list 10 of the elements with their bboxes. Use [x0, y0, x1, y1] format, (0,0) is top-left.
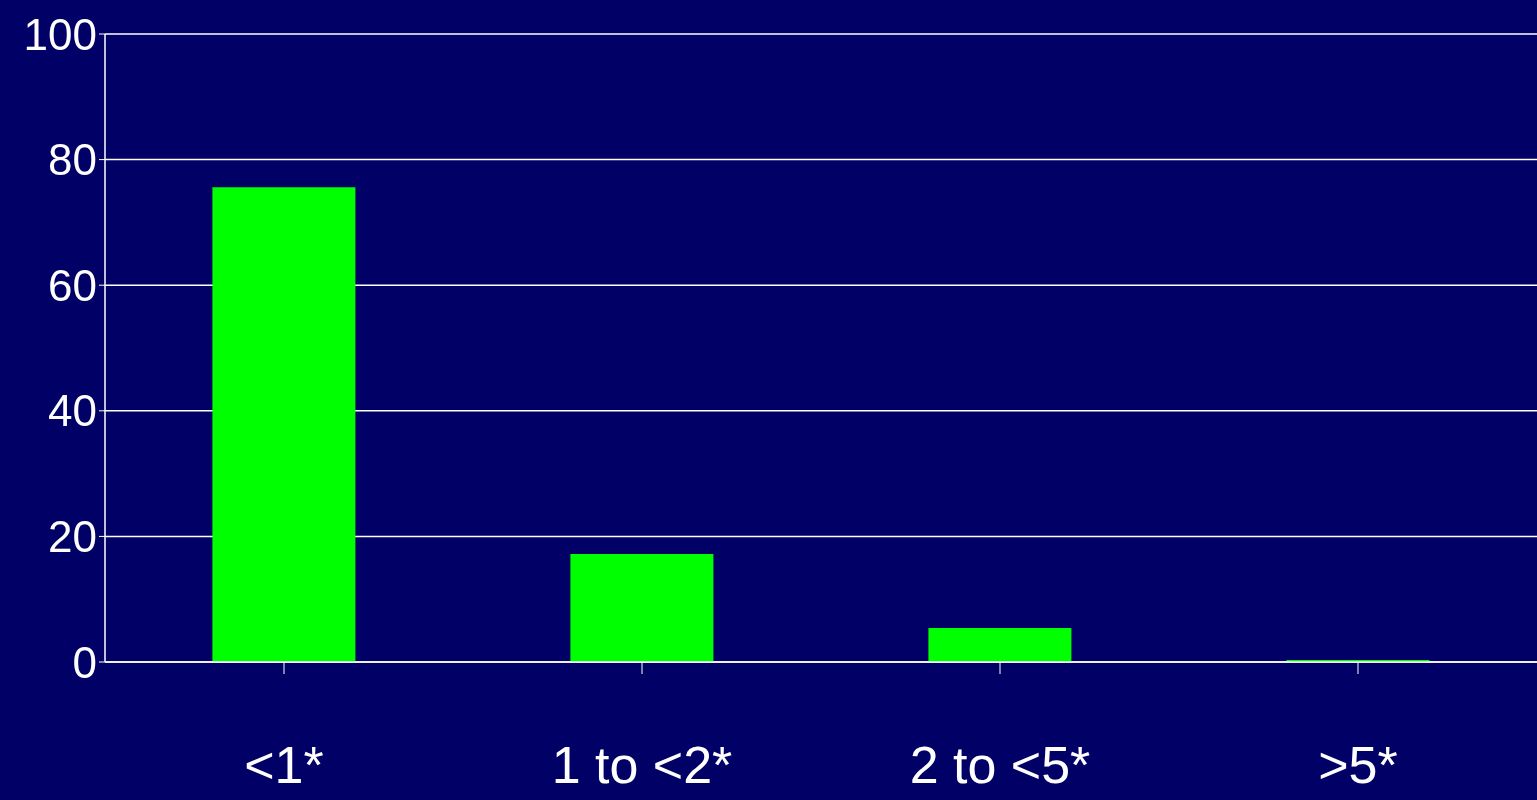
y-tick-label: 100 [23, 9, 97, 59]
y-tick-label: 40 [48, 386, 97, 436]
x-tick-label: >5* [1318, 735, 1398, 794]
x-tick-label: <1* [244, 735, 324, 794]
y-tick-label: 80 [48, 135, 97, 185]
y-tick-label: 0 [72, 637, 97, 687]
y-tick-label: 20 [48, 512, 97, 562]
x-tick-label: 2 to <5* [909, 735, 1091, 794]
y-tick-label: 60 [48, 260, 97, 310]
x-tick-label: 1 to <2* [551, 735, 733, 794]
